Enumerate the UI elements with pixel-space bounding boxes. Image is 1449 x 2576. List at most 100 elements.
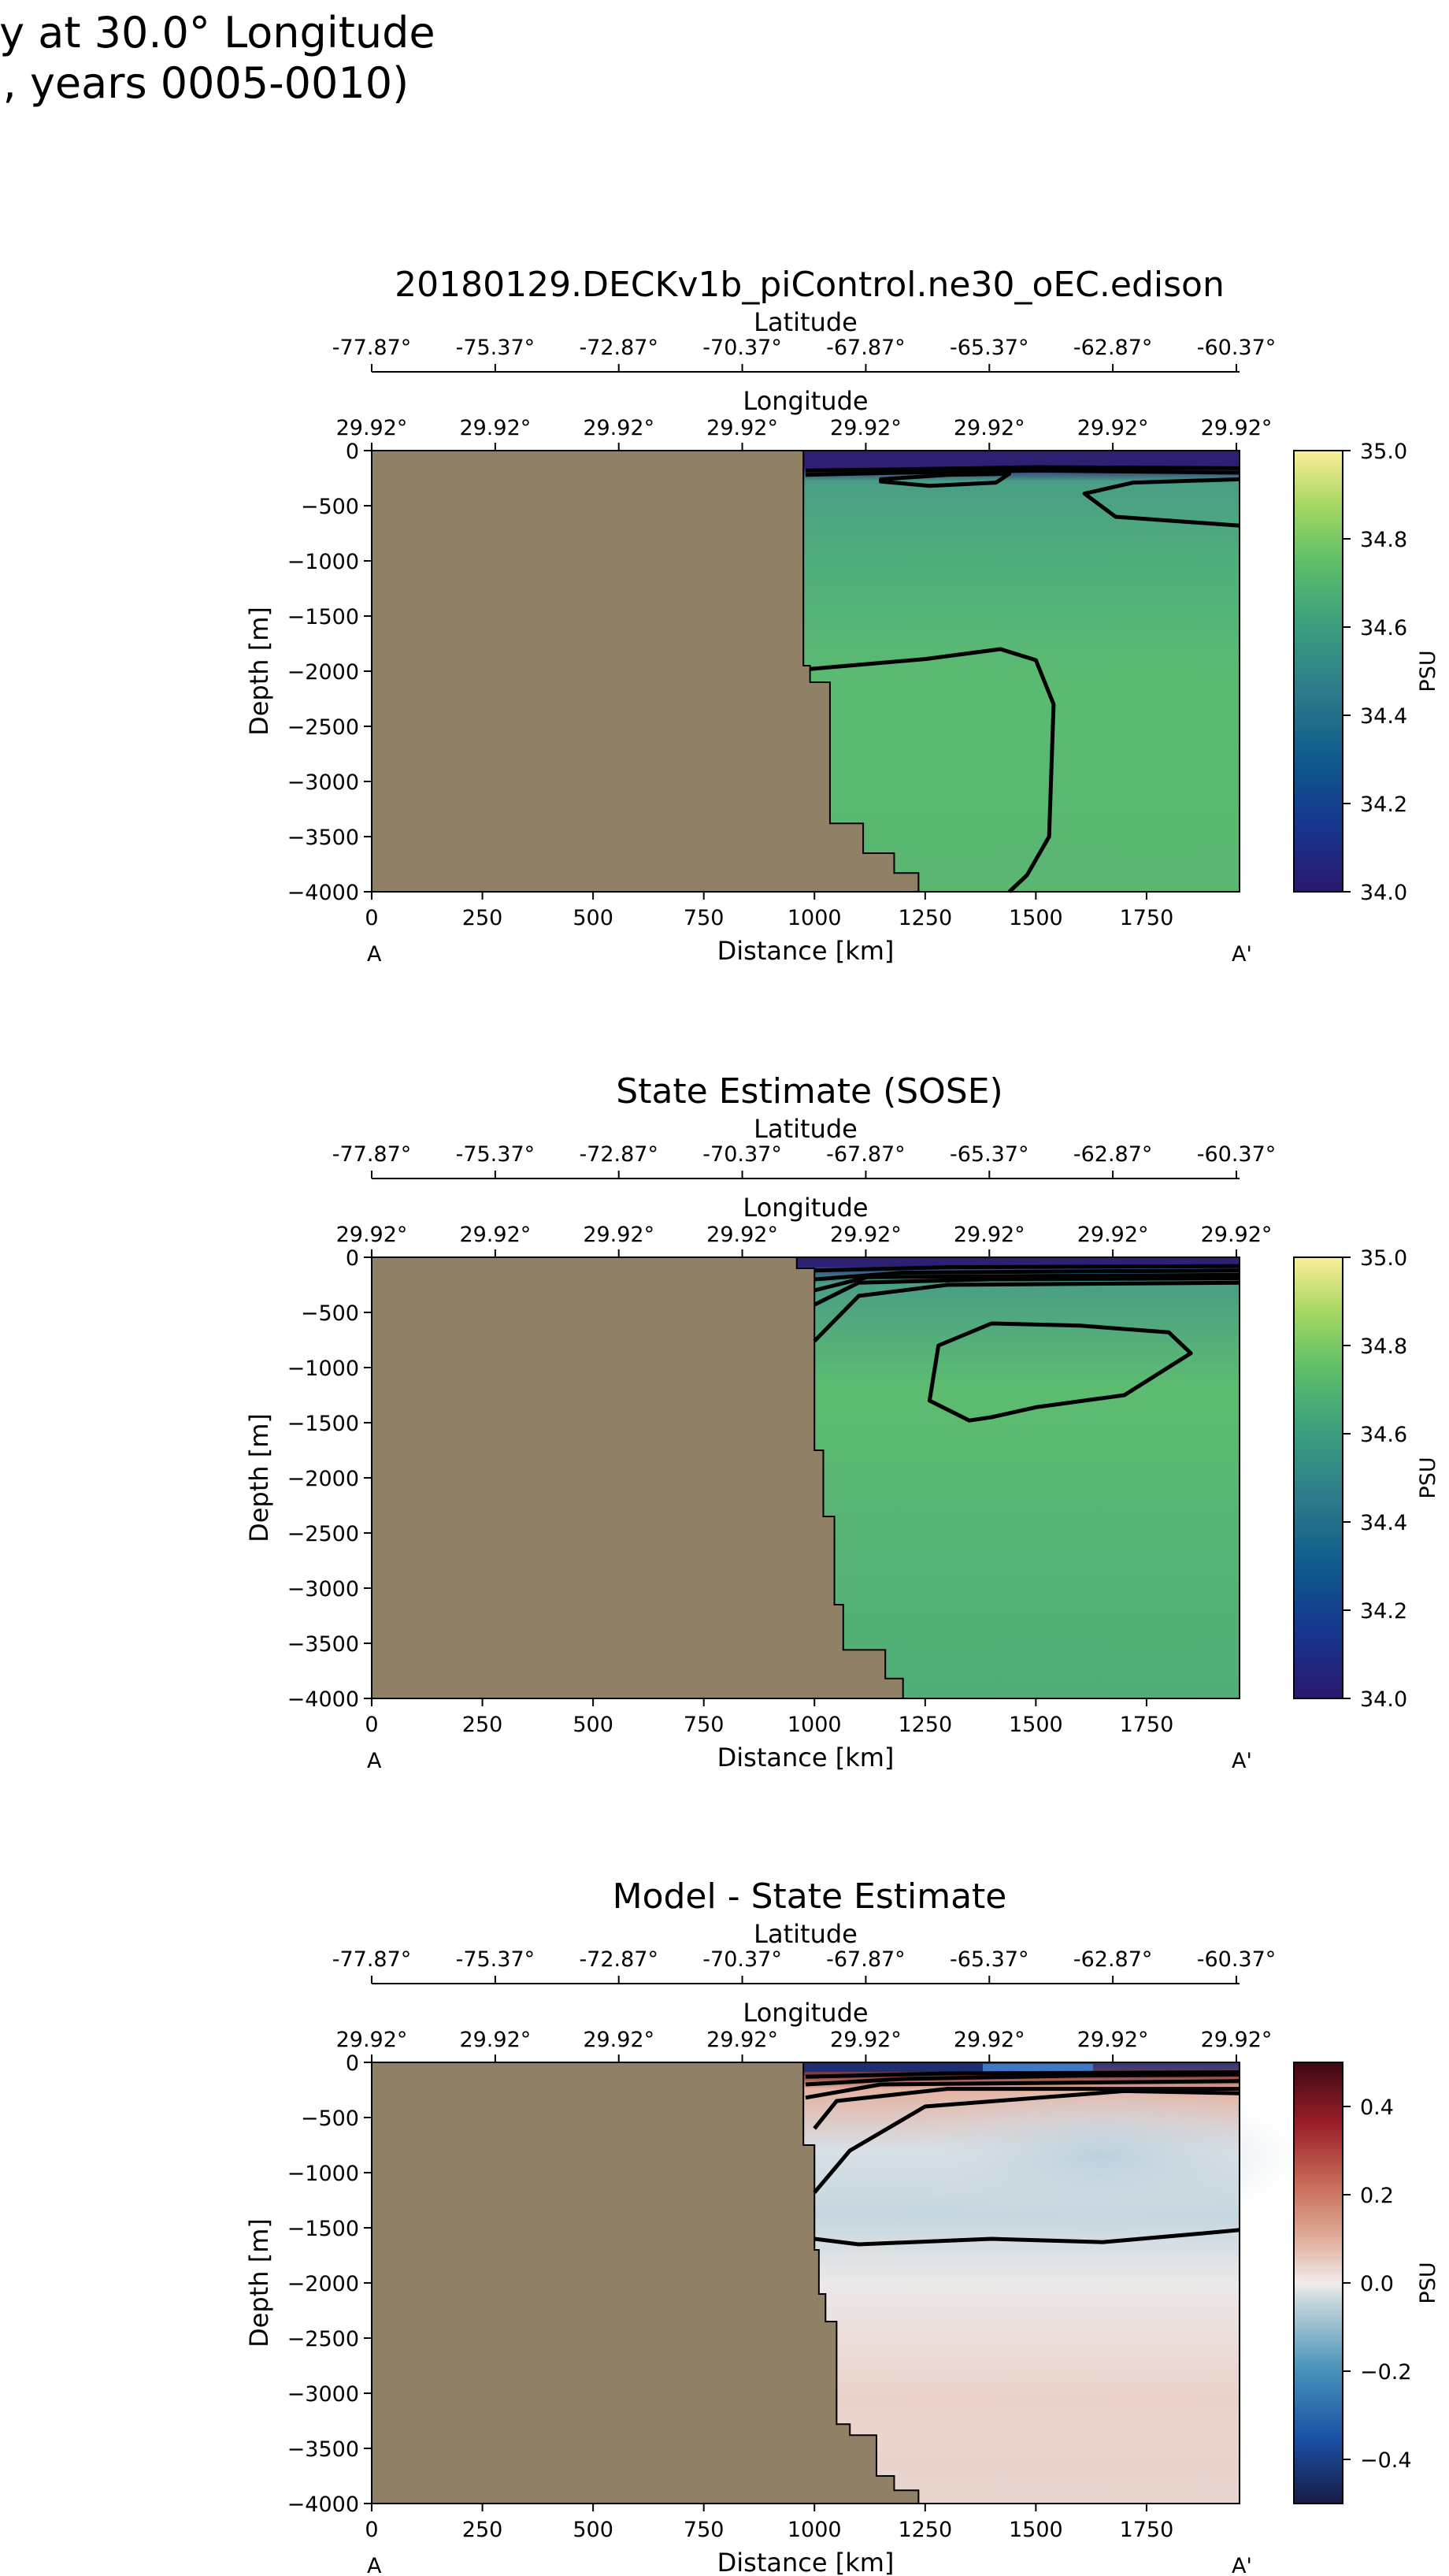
longitude-tick-label: 29.92° — [1077, 2028, 1149, 2052]
y-tick-label: −1000 — [287, 1357, 359, 1381]
latitude-tick-label: -62.87° — [1073, 336, 1153, 360]
negative-anomaly-region — [897, 2085, 1307, 2227]
longitude-tick-label: 29.92° — [1077, 416, 1149, 440]
latitude-tick-label: -77.87° — [332, 1142, 412, 1167]
x-tick-label: 1000 — [788, 2518, 842, 2542]
x-tick-label: 1500 — [1009, 2518, 1063, 2542]
contour-line — [813, 1276, 1240, 1307]
contour-line — [805, 2070, 1240, 2079]
longitude-tick-label: 29.92° — [830, 1223, 902, 1247]
latitude-axis-label: Latitude — [754, 1919, 858, 1949]
colorbar-tick-label: 34.0 — [1360, 881, 1407, 905]
y-tick-label: −3000 — [287, 2382, 359, 2407]
longitude-tick-label: 29.92° — [336, 2028, 408, 2052]
x-tick-label: 250 — [462, 1713, 503, 1737]
latitude-tick-label: -62.87° — [1073, 1142, 1153, 1167]
x-axis-label: Distance [km] — [717, 1743, 895, 1772]
x-tick-label: 750 — [684, 906, 724, 930]
land-mask — [371, 1256, 904, 1699]
contour-line — [805, 468, 1240, 477]
x-tick-label: 750 — [684, 2518, 724, 2542]
contour-line — [813, 1272, 1240, 1293]
contour-line — [813, 2228, 1240, 2247]
y-tick-label: −2000 — [287, 2272, 359, 2296]
y-tick-label: −3500 — [287, 2437, 359, 2462]
latitude-axis-label: Latitude — [754, 1114, 858, 1144]
latitude-tick-label: -60.37° — [1197, 1947, 1277, 1972]
latitude-tick-label: -72.87° — [579, 1947, 658, 1972]
latitude-tick-label: -65.37° — [950, 1142, 1029, 1167]
section-end-label: A' — [1232, 942, 1252, 967]
latitude-axis-label: Latitude — [754, 307, 858, 337]
x-tick-label: 1750 — [1120, 2518, 1174, 2542]
y-tick-label: −3000 — [287, 770, 359, 795]
latitude-tick-label: -60.37° — [1197, 1142, 1277, 1167]
colorbar-tick-label: 34.2 — [1360, 792, 1407, 817]
contour-line — [810, 647, 1056, 893]
x-tick-label: 500 — [573, 2518, 613, 2542]
latitude-tick-label: -72.87° — [579, 336, 658, 360]
contour-line — [814, 1264, 1240, 1273]
longitude-axis-label: Longitude — [743, 1193, 868, 1223]
colorbar-tick-label: 34.4 — [1360, 1511, 1407, 1535]
y-tick-label: −2500 — [287, 2327, 359, 2351]
y-tick-label: −1000 — [287, 550, 359, 574]
colorbar-tick-label: 0.2 — [1360, 2184, 1394, 2208]
colorbar — [1293, 450, 1343, 893]
y-axis-label: Depth [m] — [244, 2218, 274, 2348]
latitude-tick-label: -67.87° — [826, 1142, 906, 1167]
x-tick-label: 1750 — [1120, 906, 1174, 930]
contour-line — [927, 1321, 1193, 1423]
colorbar-tick-label: 34.6 — [1360, 1423, 1407, 1447]
contour-line — [879, 471, 1012, 488]
colorbar-tick-label: 34.2 — [1360, 1599, 1407, 1624]
latitude-tick-label: -77.87° — [332, 1947, 412, 1972]
panel-1: 20180129.DECKv1b_piControl.ne30_oEC.edis… — [244, 265, 1440, 967]
x-tick-label: 0 — [365, 1713, 378, 1737]
panels: 20180129.DECKv1b_piControl.ne30_oEC.edis… — [244, 265, 1440, 2576]
panel-title: 20180129.DECKv1b_piControl.ne30_oEC.edis… — [395, 265, 1225, 305]
longitude-tick-label: 29.92° — [459, 1223, 531, 1247]
latitude-tick-label: -75.37° — [456, 1947, 536, 1972]
latitude-tick-label: -65.37° — [950, 1947, 1029, 1972]
colorbar-tick-label: 35.0 — [1360, 440, 1407, 464]
land-mask — [371, 2062, 920, 2504]
longitude-tick-label: 29.92° — [830, 2028, 902, 2052]
x-axis-label: Distance [km] — [717, 2548, 895, 2576]
section-start-label: A — [367, 1749, 382, 1773]
latitude-tick-label: -75.37° — [456, 336, 536, 360]
panel-title: State Estimate (SOSE) — [616, 1071, 1002, 1112]
latitude-tick-label: -75.37° — [456, 1142, 536, 1167]
latitude-tick-label: -70.37° — [702, 1947, 782, 1972]
x-tick-label: 250 — [462, 2518, 503, 2542]
colorbar-tick-label: 34.4 — [1360, 704, 1407, 729]
longitude-tick-label: 29.92° — [706, 1223, 778, 1247]
y-tick-label: −1500 — [287, 1412, 359, 1436]
longitude-tick-label: 29.92° — [459, 416, 531, 440]
longitude-tick-label: 29.92° — [954, 2028, 1025, 2052]
y-tick-label: −1000 — [287, 2162, 359, 2186]
longitude-tick-label: 29.92° — [1077, 1223, 1149, 1247]
y-tick-label: −500 — [301, 495, 359, 519]
colorbar — [1293, 2062, 1343, 2504]
contour-line — [1082, 477, 1240, 528]
x-tick-label: 1250 — [898, 2518, 952, 2542]
longitude-tick-label: 29.92° — [583, 1223, 654, 1247]
x-tick-label: 500 — [573, 906, 613, 930]
y-tick-label: −500 — [301, 1301, 359, 1326]
longitude-tick-label: 29.92° — [336, 416, 408, 440]
panel-title: Model - State Estimate — [613, 1876, 1007, 1917]
x-tick-label: 0 — [365, 2518, 378, 2542]
longitude-tick-label: 29.92° — [1201, 2028, 1273, 2052]
longitude-tick-label: 29.92° — [583, 416, 654, 440]
x-tick-label: 500 — [573, 1713, 613, 1737]
colorbar-tick-label: 34.8 — [1360, 1334, 1407, 1359]
x-tick-label: 0 — [365, 906, 378, 930]
y-tick-label: −2500 — [287, 715, 359, 740]
latitude-tick-label: -65.37° — [950, 336, 1029, 360]
contour-line — [814, 1268, 1240, 1282]
latitude-tick-label: -67.87° — [826, 1947, 906, 1972]
y-tick-label: −3500 — [287, 1632, 359, 1657]
